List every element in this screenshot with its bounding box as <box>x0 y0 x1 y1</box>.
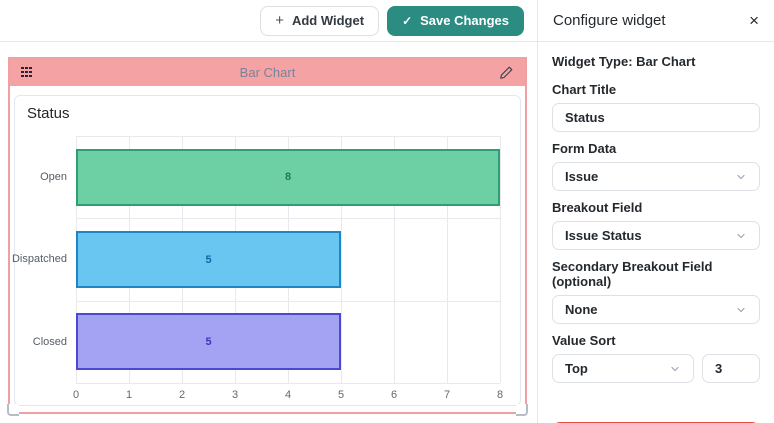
gridline <box>76 136 500 137</box>
chart-bar-dispatched: 5 <box>76 231 341 288</box>
category-label: Dispatched <box>11 253 67 266</box>
value-sort-select[interactable]: Top <box>552 354 694 383</box>
gridline <box>394 136 395 383</box>
x-tick-label: 1 <box>125 389 133 401</box>
panel-title: Configure widget <box>553 12 666 29</box>
form-data-select[interactable]: Issue <box>552 162 760 191</box>
gridline <box>341 136 342 383</box>
chevron-down-icon <box>737 233 745 238</box>
x-tick-label: 6 <box>390 389 398 401</box>
chart-title: Status <box>27 105 70 122</box>
form-data-value: Issue <box>565 169 599 184</box>
save-changes-label: Save Changes <box>420 13 509 28</box>
resize-handle-bottom-right[interactable] <box>516 404 528 416</box>
panel-header: Configure widget × <box>538 0 774 42</box>
breakout-field-label: Breakout Field <box>552 200 643 215</box>
secondary-breakout-select[interactable]: None <box>552 295 760 324</box>
x-tick-label: 5 <box>337 389 345 401</box>
add-widget-button[interactable]: + Add Widget <box>260 5 380 36</box>
x-tick-label: 4 <box>284 389 292 401</box>
widget-type-label: Widget Type: <box>552 54 633 69</box>
bar-value-label: 5 <box>205 335 212 348</box>
x-tick-label: 3 <box>231 389 239 401</box>
gridline <box>76 300 500 302</box>
value-sort-value: Top <box>565 361 588 376</box>
gridline <box>447 136 448 383</box>
x-tick-label: 0 <box>72 389 80 401</box>
gridline <box>76 383 500 384</box>
breakout-field-value: Issue Status <box>565 228 642 243</box>
chart-title-input[interactable] <box>552 103 760 132</box>
configure-widget-panel: Configure widget × Widget Type: Bar Char… <box>537 0 774 423</box>
main-area: + Add Widget ✓ Save Changes Bar Chart St… <box>0 0 537 416</box>
chart-bar-open: 8 <box>76 148 500 206</box>
bar-value-label: 5 <box>205 253 212 266</box>
value-sort-label: Value Sort <box>552 333 616 348</box>
chart-bar-closed: 5 <box>76 313 341 371</box>
panel-body: Widget Type: Bar Chart Chart Title Form … <box>538 42 774 423</box>
category-label: Open <box>40 171 67 184</box>
widget-type-line: Widget Type: Bar Chart <box>552 54 760 69</box>
chart-title-label: Chart Title <box>552 82 617 97</box>
x-tick-label: 8 <box>496 389 504 401</box>
plus-icon: + <box>275 12 284 29</box>
save-changes-button[interactable]: ✓ Save Changes <box>387 5 524 36</box>
secondary-breakout-label: Secondary Breakout Field (optional) <box>552 259 713 289</box>
chevron-down-icon <box>737 307 745 312</box>
widget-header: Bar Chart <box>10 59 525 86</box>
bar-value-label: 8 <box>284 171 292 184</box>
close-icon[interactable]: × <box>749 11 759 30</box>
gridline <box>500 136 501 383</box>
drag-handle-icon[interactable] <box>21 66 33 79</box>
form-data-label: Form Data <box>552 141 617 156</box>
gridline <box>76 218 500 220</box>
check-icon: ✓ <box>402 13 413 28</box>
breakout-field-select[interactable]: Issue Status <box>552 221 760 250</box>
x-tick-label: 2 <box>178 389 186 401</box>
category-label: Closed <box>32 335 67 348</box>
edit-pencil-icon[interactable] <box>499 65 514 80</box>
chevron-down-icon <box>671 366 679 371</box>
resize-handle-bottom-left[interactable] <box>7 404 19 416</box>
toolbar: + Add Widget ✓ Save Changes <box>0 0 537 42</box>
bar-chart-widget: Bar Chart Status 0 1 2 3 4 5 6 7 8 8 Open 5 Dispatch… <box>7 57 528 416</box>
secondary-breakout-value: None <box>565 302 598 317</box>
value-sort-count-input[interactable] <box>702 354 760 383</box>
x-tick-label: 7 <box>443 389 451 401</box>
widget-type-value: Bar Chart <box>636 54 696 69</box>
widget-header-title: Bar Chart <box>239 65 296 80</box>
chart-plot: 0 1 2 3 4 5 6 7 8 8 Open 5 Dispatched 5 Closed <box>12 136 503 401</box>
chart-card: Status 0 1 2 3 4 5 6 7 8 8 Open 5 Dispatched 5 Closed <box>12 95 521 406</box>
add-widget-label: Add Widget <box>291 13 365 28</box>
chevron-down-icon <box>737 174 745 179</box>
value-sort-row: Top <box>552 354 760 392</box>
